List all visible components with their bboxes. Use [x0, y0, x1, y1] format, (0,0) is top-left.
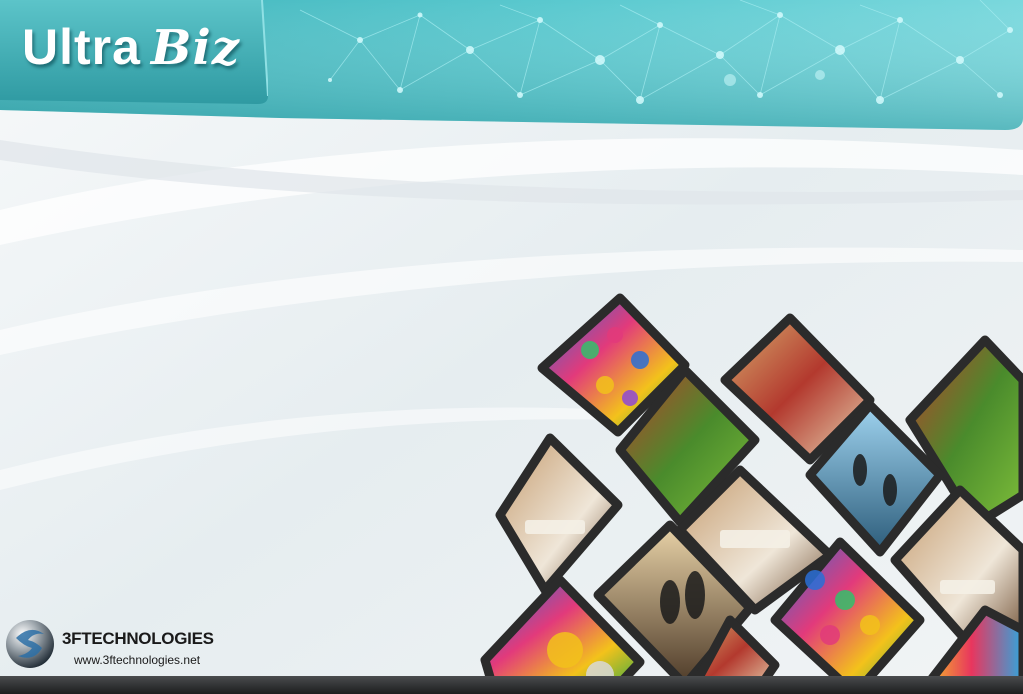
- company-brand: 3FTECHNOLOGIES www.3ftechnologies.net: [4, 616, 254, 676]
- photo-collage: [470, 290, 1023, 694]
- company-name: 3FTECHNOLOGIES: [62, 629, 214, 649]
- hotel-room-tile: [500, 438, 618, 590]
- company-url[interactable]: www.3ftechnologies.net: [74, 653, 200, 667]
- app-title-part1: Ultra: [22, 19, 141, 75]
- app-title-part2: Biz: [151, 20, 240, 76]
- app-title: Ultra Biz: [22, 18, 240, 76]
- footer-bar: [0, 676, 1023, 694]
- company-logo-icon: [4, 618, 56, 670]
